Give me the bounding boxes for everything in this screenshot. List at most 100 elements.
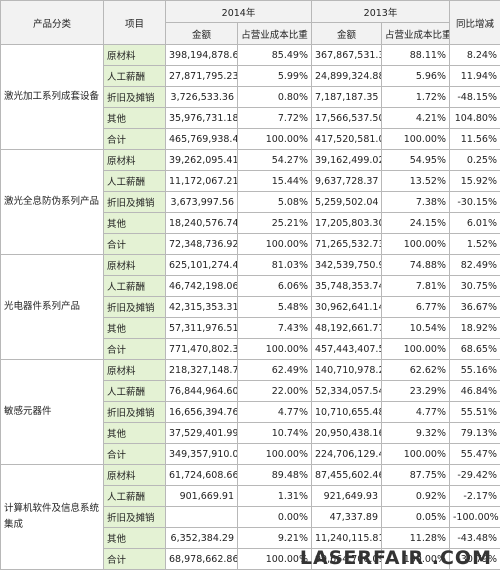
value-cell: 52,334,057.54 [311,380,382,402]
value-cell: 55.51% [449,401,500,423]
value-cell: -30.79% [449,548,500,570]
value-cell: 5.96% [381,65,450,87]
item-cell: 人工薪酬 [103,275,166,297]
value-cell: 35,976,731.18 [165,107,238,129]
item-cell: 人工薪酬 [103,380,166,402]
table-row: 人工薪酬 76,844,964.60 22.00% 52,334,057.54 23.2… [1,380,500,402]
table-row: 合计349,357,910.05100.00%224,706,129.43100… [1,443,500,465]
value-cell: 1.72% [381,86,450,108]
table-row: 折旧及摊销 0.00% 47,337.89 0.05% -100.00% [1,506,500,528]
value-cell: 17,205,803.30 [311,212,382,234]
value-cell: 398,194,878.65 [165,44,238,66]
value-cell: 39,162,499.02 [311,149,382,171]
header-cell: 金额 [165,22,238,45]
table-row: 其他 37,529,401.99 10.74% 20,950,438.16 9.32% 7… [1,422,500,444]
value-cell: -100.00% [449,506,500,528]
item-cell: 折旧及摊销 [103,296,166,318]
group-cell: 计算机软件及信息系统集成 [0,464,104,570]
value-cell: 7.43% [237,317,312,339]
value-cell: 349,357,910.05 [165,443,238,465]
value-cell: 3,726,533.36 [165,86,238,108]
value-cell: 417,520,581.04 [311,128,382,150]
item-cell: 合计 [103,338,166,360]
table-body: 激光加工系列成套设备 原材料 398,194,878.65 85.49% 367,867… [0,44,500,570]
value-cell: -2.17% [449,485,500,507]
value-cell: 18.92% [449,317,500,339]
item-cell: 其他 [103,212,166,234]
value-cell: 71,265,532.73 [311,233,382,255]
table-row: 激光加工系列成套设备 原材料 398,194,878.65 85.49% 367,867… [0,44,500,150]
header-cell: 占营业成本比重 [381,22,450,45]
value-cell: -30.15% [449,191,500,213]
value-cell: 15.92% [449,170,500,192]
value-cell: 5.99% [237,65,312,87]
value-cell: 625,101,274.45 [165,254,238,276]
item-cell: 原材料 [103,44,166,66]
value-cell: 9.32% [381,422,450,444]
value-cell: 771,470,802.33 [165,338,238,360]
value-cell: 6.01% [449,212,500,234]
value-cell: 100.00% [381,128,450,150]
value-cell: 72,348,736.92 [165,233,238,255]
item-cell: 折旧及摊销 [103,86,166,108]
header-cell: 产品分类 [0,0,104,45]
value-cell: 48,192,661.77 [311,317,382,339]
value-cell: 30.75% [449,275,500,297]
value-cell: 5,259,502.04 [311,191,382,213]
value-cell: 11,240,115.81 [311,527,382,549]
value-cell: 6.06% [237,275,312,297]
table-row: 合计771,470,802.33100.00%457,443,407.56100… [1,338,500,360]
header-cell: 占营业成本比重 [237,22,312,45]
value-cell: 30,962,641.14 [311,296,382,318]
item-cell: 人工薪酬 [103,65,166,87]
item-cell: 折旧及摊销 [103,401,166,423]
value-cell: 11,172,067.21 [165,170,238,192]
value-cell: 11.28% [381,527,450,549]
value-cell: -43.48% [449,527,500,549]
value-cell: 62.49% [237,359,312,381]
value-cell: 79.13% [449,422,500,444]
value-cell: 25.21% [237,212,312,234]
watermark: LASERFAIR .COM [299,547,492,569]
value-cell: 1.31% [237,485,312,507]
value-cell: 24.15% [381,212,450,234]
value-cell: 76,844,964.60 [165,380,238,402]
value-cell: 61,724,608.66 [165,464,238,486]
item-cell: 合计 [103,548,166,570]
value-cell: 85.49% [237,44,312,66]
value-cell: 47,337.89 [311,506,382,528]
value-cell: 99,664,706.09 [311,548,382,570]
value-cell: 6,352,384.29 [165,527,238,549]
value-cell: 54.27% [237,149,312,171]
value-cell: 4.21% [381,107,450,129]
value-cell: 100.00% [237,548,312,570]
value-cell: 4.77% [237,401,312,423]
value-cell: 4.77% [381,401,450,423]
item-cell: 原材料 [103,149,166,171]
value-cell: 367,867,531.31 [311,44,382,66]
value-cell: 7.38% [381,191,450,213]
value-cell: 16,656,394.76 [165,401,238,423]
value-cell: 9,637,728.37 [311,170,382,192]
item-cell: 人工薪酬 [103,485,166,507]
value-cell: 55.16% [449,359,500,381]
group-cell: 激光加工系列成套设备 [0,44,104,150]
table-row: 其他 35,976,731.18 7.72% 17,566,537.50 4.21% 10… [1,107,500,129]
value-cell: 100.00% [381,233,450,255]
value-cell: 68.65% [449,338,500,360]
value-cell: 100.00% [237,338,312,360]
value-cell: 100.00% [237,443,312,465]
value-cell: 140,710,978.25 [311,359,382,381]
table-row: 折旧及摊销 3,726,533.36 0.80% 7,187,187.35 1.72% -… [1,86,500,108]
table-row: 敏感元器件 原材料 218,327,148.70 62.49% 140,710,978.… [0,359,500,465]
item-cell: 合计 [103,443,166,465]
value-cell: 100.00% [237,233,312,255]
value-cell: 23.29% [381,380,450,402]
table-row: 人工薪酬 901,669.91 1.31% 921,649.93 0.92% -2.17% [1,485,500,507]
value-cell: 0.80% [237,86,312,108]
value-cell: 7.81% [381,275,450,297]
table-row: 人工薪酬 46,742,198.06 6.06% 35,748,353.74 7.81%… [1,275,500,297]
value-cell: 0.00% [237,506,312,528]
table-row: 激光全息防伪系列产品 原材料 39,262,095.41 54.27% 39,162,4… [0,149,500,255]
